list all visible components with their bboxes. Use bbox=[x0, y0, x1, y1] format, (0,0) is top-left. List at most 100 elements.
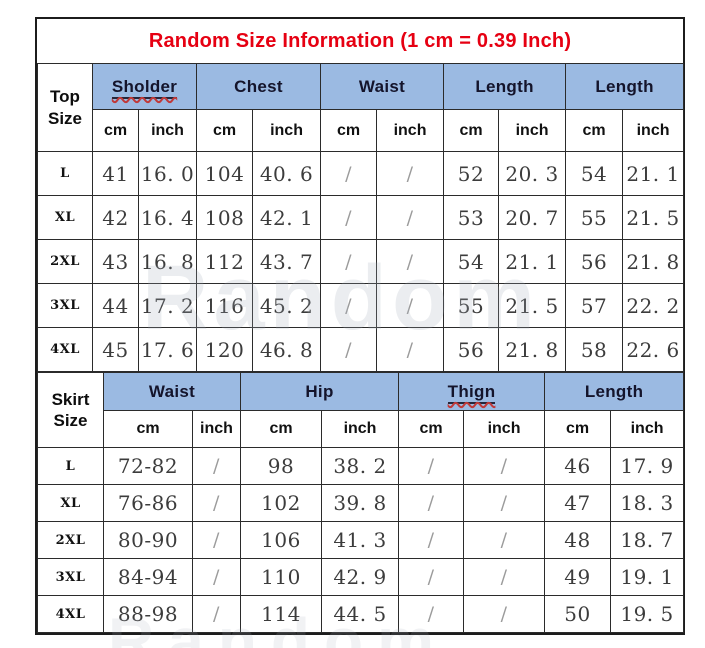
table-cell: 102 bbox=[240, 484, 322, 522]
table-cell: / bbox=[398, 484, 465, 522]
table-cell: 110 bbox=[240, 558, 322, 596]
skirt-size-table: Skirt Size Waist Hip Thign Length cm inc… bbox=[37, 372, 685, 633]
table-cell: / bbox=[320, 239, 378, 284]
table-cell: 55 bbox=[443, 283, 500, 328]
table-cell: / bbox=[192, 595, 241, 633]
table-cell: 17. 6 bbox=[137, 327, 198, 372]
unit-inch-header: inch bbox=[610, 410, 685, 448]
table-cell: / bbox=[376, 195, 445, 240]
table-cell: 49 bbox=[544, 558, 612, 596]
corner-label-line2: Size bbox=[47, 108, 83, 128]
table-cell: / bbox=[320, 327, 378, 372]
table-cell: 56 bbox=[443, 327, 500, 372]
table-cell: 22. 6 bbox=[622, 327, 685, 372]
table-cell: 50 bbox=[544, 595, 612, 633]
table-cell: 116 bbox=[196, 283, 254, 328]
table-cell: 84-94 bbox=[103, 558, 193, 596]
unit-cm-header: cm bbox=[240, 410, 322, 448]
table-cell: 46 bbox=[544, 447, 612, 485]
table-cell: 41 bbox=[92, 151, 139, 196]
table-cell: 120 bbox=[196, 327, 254, 372]
top-size-table: Top Size Sholder Chest Waist Length Leng… bbox=[37, 63, 685, 372]
table-cell: 44. 5 bbox=[320, 595, 400, 633]
table-cell: 20. 7 bbox=[498, 195, 567, 240]
table-cell: 112 bbox=[196, 239, 254, 284]
table-cell: 22. 2 bbox=[622, 283, 685, 328]
size-label: XL bbox=[37, 484, 104, 522]
table-cell: 88-98 bbox=[103, 595, 193, 633]
table-cell: / bbox=[463, 521, 546, 559]
column-header-skirt-length: Length bbox=[544, 372, 685, 411]
unit-inch-header: inch bbox=[498, 109, 567, 152]
table-cell: 21. 8 bbox=[498, 327, 567, 372]
length-label-1: Length bbox=[475, 76, 534, 96]
corner-label-line1: Skirt bbox=[51, 389, 90, 409]
table-row: L 72-82/98 38. 2//46 17. 9 bbox=[37, 447, 685, 485]
table-cell: 55 bbox=[565, 195, 624, 240]
unit-cm-header: cm bbox=[103, 410, 193, 448]
table-cell: 43 bbox=[92, 239, 139, 284]
column-header-skirt-waist: Waist bbox=[103, 372, 241, 411]
table-cell: 40. 6 bbox=[252, 151, 322, 196]
table-cell: / bbox=[192, 521, 241, 559]
table-cell: / bbox=[320, 151, 378, 196]
table-cell: 57 bbox=[565, 283, 624, 328]
table-cell: 53 bbox=[443, 195, 500, 240]
waist-label: Waist bbox=[358, 76, 406, 96]
column-header-waist: Waist bbox=[320, 63, 445, 110]
table-cell: 106 bbox=[240, 521, 322, 559]
column-header-chest: Chest bbox=[196, 63, 322, 110]
size-label: L bbox=[37, 447, 104, 485]
table-cell: / bbox=[398, 521, 465, 559]
chart-title: Random Size Information (1 cm = 0.39 Inc… bbox=[37, 19, 683, 63]
table-cell: / bbox=[463, 447, 546, 485]
hip-label: Hip bbox=[305, 381, 334, 401]
table-cell: 16. 8 bbox=[137, 239, 198, 284]
size-label: 2XL bbox=[37, 521, 104, 559]
skirt-table-group-header-row: Skirt Size Waist Hip Thign Length bbox=[37, 372, 685, 448]
table-cell: / bbox=[320, 195, 378, 240]
table-cell: / bbox=[192, 558, 241, 596]
thign-label: Thign bbox=[447, 381, 496, 404]
table-cell: 19. 5 bbox=[610, 595, 685, 633]
table-cell: 19. 1 bbox=[610, 558, 685, 596]
unit-inch-header: inch bbox=[192, 410, 241, 448]
table-cell: 45 bbox=[92, 327, 139, 372]
table-cell: / bbox=[376, 239, 445, 284]
table-cell: 114 bbox=[240, 595, 322, 633]
table-row: XL 76-86/102 39. 8//47 18. 3 bbox=[37, 484, 685, 522]
unit-cm-header: cm bbox=[398, 410, 465, 448]
table-cell: 38. 2 bbox=[320, 447, 400, 485]
table-cell: 17. 9 bbox=[610, 447, 685, 485]
unit-inch-header: inch bbox=[463, 410, 546, 448]
unit-inch-header: inch bbox=[622, 109, 685, 152]
table-row: 4XL 88-98/114 44. 5//50 19. 5 bbox=[37, 595, 685, 633]
table-cell: 16. 0 bbox=[137, 151, 198, 196]
top-table-body: L 41 16. 0 104 40. 6//52 20. 3 54 21. 1 XL 42 16. … bbox=[37, 151, 685, 372]
skirt-length-label: Length bbox=[584, 381, 644, 401]
skirt-table-body: L 72-82/98 38. 2//46 17. 9 XL 76-86/102 39. 8/… bbox=[37, 447, 685, 633]
table-row: L 41 16. 0 104 40. 6//52 20. 3 54 21. 1 bbox=[37, 151, 685, 196]
size-label: 4XL bbox=[37, 595, 104, 633]
table-cell: 54 bbox=[565, 151, 624, 196]
top-size-corner-cell: Top Size bbox=[37, 63, 93, 152]
table-cell: / bbox=[192, 447, 241, 485]
unit-inch-header: inch bbox=[252, 109, 322, 152]
table-cell: 46. 8 bbox=[252, 327, 322, 372]
table-cell: 20. 3 bbox=[498, 151, 567, 196]
table-cell: 21. 1 bbox=[622, 151, 685, 196]
table-cell: 45. 2 bbox=[252, 283, 322, 328]
table-row: XL 42 16. 4 108 42. 1//53 20. 7 55 21. 5 bbox=[37, 195, 685, 240]
table-cell: / bbox=[463, 484, 546, 522]
table-cell: / bbox=[398, 447, 465, 485]
size-label: XL bbox=[37, 195, 93, 240]
table-row: 3XL 84-94/110 42. 9//49 19. 1 bbox=[37, 558, 685, 596]
unit-inch-header: inch bbox=[376, 109, 445, 152]
skirt-size-corner-cell: Skirt Size bbox=[37, 372, 104, 448]
table-cell: 43. 7 bbox=[252, 239, 322, 284]
table-cell: 42 bbox=[92, 195, 139, 240]
table-cell: 80-90 bbox=[103, 521, 193, 559]
unit-inch-header: inch bbox=[320, 410, 400, 448]
table-cell: / bbox=[463, 595, 546, 633]
